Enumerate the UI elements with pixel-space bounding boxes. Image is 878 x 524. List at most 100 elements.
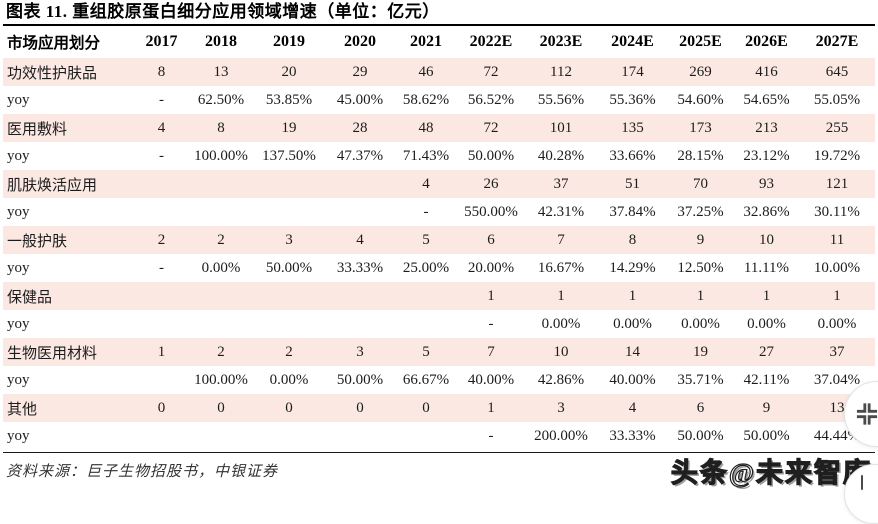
footer-divider: 资料来源：巨子生物招股书，中银证券 [3,452,875,481]
row-label: 保健品 [3,282,133,310]
data-cell: 7 [458,338,524,366]
data-cell: 50.00% [336,371,384,388]
data-cell: 135 [598,114,667,142]
data-cell: 37 [799,338,875,366]
data-cell: 16.67% [537,259,585,276]
data-cell [133,422,190,450]
table-row: yoy - 100.00% 137.50% 47.37% 71.43% 50.00% 40.2… [3,142,875,170]
data-cell: 54.60% [677,91,724,108]
data-cell: 645 [799,58,875,86]
data-cell [394,422,458,450]
data-cell: 0.00% [681,315,720,332]
data-cell: 50.00% [467,147,515,164]
data-cell: 0.00% [201,259,241,276]
data-cell: 19.72% [813,147,861,164]
row-label: 生物医用材料 [3,338,133,366]
data-cell: 23.12% [743,147,790,164]
row-label: 一般护肤 [3,226,133,254]
data-cell: 66.67% [402,371,450,388]
report-figure: 图表 11. 重组胶原蛋白细分应用领域增速（单位：亿元） 市场应用划分 2017 2… [3,0,875,481]
data-cell: 1 [734,282,799,310]
data-cell: 33.33% [609,427,656,444]
data-cell [190,198,252,226]
data-cell: 11 [799,226,875,254]
table-row: 其他 0 0 0 0 0 1 3 4 6 9 13 [3,394,875,422]
data-cell: 55.05% [813,91,861,108]
data-cell [252,282,326,310]
data-cell: 8 [190,114,252,142]
data-cell: 42.11% [743,371,790,388]
data-cell [133,366,190,394]
row-label: 医用敷料 [3,114,133,142]
row-label: yoy [7,203,30,220]
data-cell: 14.29% [609,259,656,276]
data-cell: - [488,315,494,332]
data-cell: 72 [458,58,524,86]
data-cell: 27 [734,338,799,366]
data-cell [190,422,252,450]
data-cell [326,310,394,338]
table-body: 功效性护肤品 8 13 20 29 46 72 112 174 269 416 645 yoy -62.5… [3,58,875,450]
data-cell: - [488,427,494,444]
data-cell: 0 [326,394,394,422]
row-label: yoy [7,315,30,332]
data-cell [133,310,190,338]
data-cell: 3 [326,338,394,366]
data-cell: 50.00% [677,427,724,444]
data-cell: 6 [667,394,734,422]
data-cell: 32.86% [743,203,790,220]
table-row: 医用敷料 4 8 19 28 48 72 101 135 173 213 255 [3,114,875,142]
compress-icon [854,401,878,427]
data-cell: - [423,203,429,220]
data-cell [326,282,394,310]
data-cell [252,198,326,226]
data-cell: 1 [524,282,598,310]
table-row: yoy - 550.00% 42.31% 37.84% 37.25% 32.86% 30.11… [3,198,875,226]
table-row: 肌肤焕活应用 4 26 37 51 70 93 121 [3,170,875,198]
data-cell [190,310,252,338]
data-cell: 48 [394,114,458,142]
table-row: 生物医用材料 1 2 2 3 5 7 10 14 19 27 37 [3,338,875,366]
data-cell: 0 [133,394,190,422]
data-cell [326,170,394,198]
data-cell: 50.00% [743,427,790,444]
data-cell: 3 [252,226,326,254]
data-cell: 45.00% [336,91,384,108]
row-label: 功效性护肤品 [3,58,133,86]
table-row: yoy 100.00% 0.00% 50.00% 66.67% 40.00% 42.86% 4… [3,366,875,394]
data-cell: 33.33% [336,259,384,276]
data-cell: 2 [133,226,190,254]
data-cell: 200.00% [534,427,588,444]
data-cell: 37.84% [609,203,656,220]
data-cell: 53.85% [265,91,313,108]
data-cell: 5 [394,338,458,366]
data-cell: 40.28% [537,147,585,164]
data-cell: 137.50% [262,147,316,164]
figure-title: 图表 11. 重组胶原蛋白细分应用领域增速（单位：亿元） [3,0,875,26]
data-cell: 46 [394,58,458,86]
data-cell: 28 [326,114,394,142]
data-cell: 1 [667,282,734,310]
data-cell: 35.71% [677,371,724,388]
data-cell: 255 [799,114,875,142]
data-cell: 4 [394,170,458,198]
watermark: 头条@未来智库 [670,457,872,488]
data-cell: 174 [598,58,667,86]
data-cell: 12.50% [677,259,724,276]
data-cell: 51 [598,170,667,198]
data-cell: 550.00% [464,203,518,220]
data-cell: 3 [524,394,598,422]
data-cell: 11.11% [743,259,790,276]
header-cell-year: 2018 [205,33,237,50]
data-cell: 1 [133,338,190,366]
row-label: yoy [7,371,30,388]
data-cell: 9 [667,226,734,254]
header-cell-year: 2027E [815,33,859,50]
data-cell [252,170,326,198]
data-cell [326,198,394,226]
data-cell: - [159,147,164,164]
data-cell: 0 [394,394,458,422]
table-row: yoy - 0.00% 50.00% 33.33% 25.00% 20.00% 16.67% 1… [3,254,875,282]
data-cell: 0.00% [817,315,857,332]
data-cell [190,170,252,198]
